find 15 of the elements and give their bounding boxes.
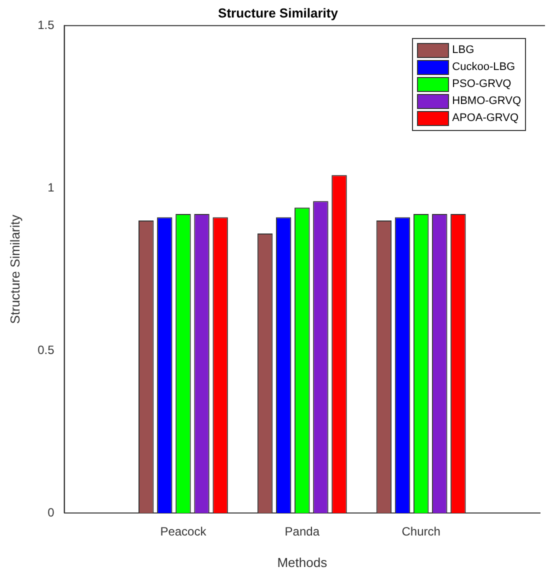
legend-label: LBG [452,44,474,56]
y-axis-title: Structure Similarity [7,214,22,324]
legend-label: PSO-GRVQ [452,78,512,90]
x-tick-label: Church [402,524,440,539]
y-tick-label: 0.5 [38,342,55,357]
chart-title: Structure Similarity [218,5,339,20]
y-tick-label: 1.5 [38,18,55,32]
legend-label: APOA-GRVQ [452,112,519,124]
x-tick-label: Peacock [160,524,208,539]
legend-label: Cuckoo-LBG [452,61,516,74]
legend-label: HBMO-GRVQ [452,95,521,108]
x-axis-title: Methods [277,554,328,570]
y-tick-label: 1 [48,180,55,194]
y-tick-label: 0 [48,505,55,520]
x-tick-label: Panda [284,524,320,539]
